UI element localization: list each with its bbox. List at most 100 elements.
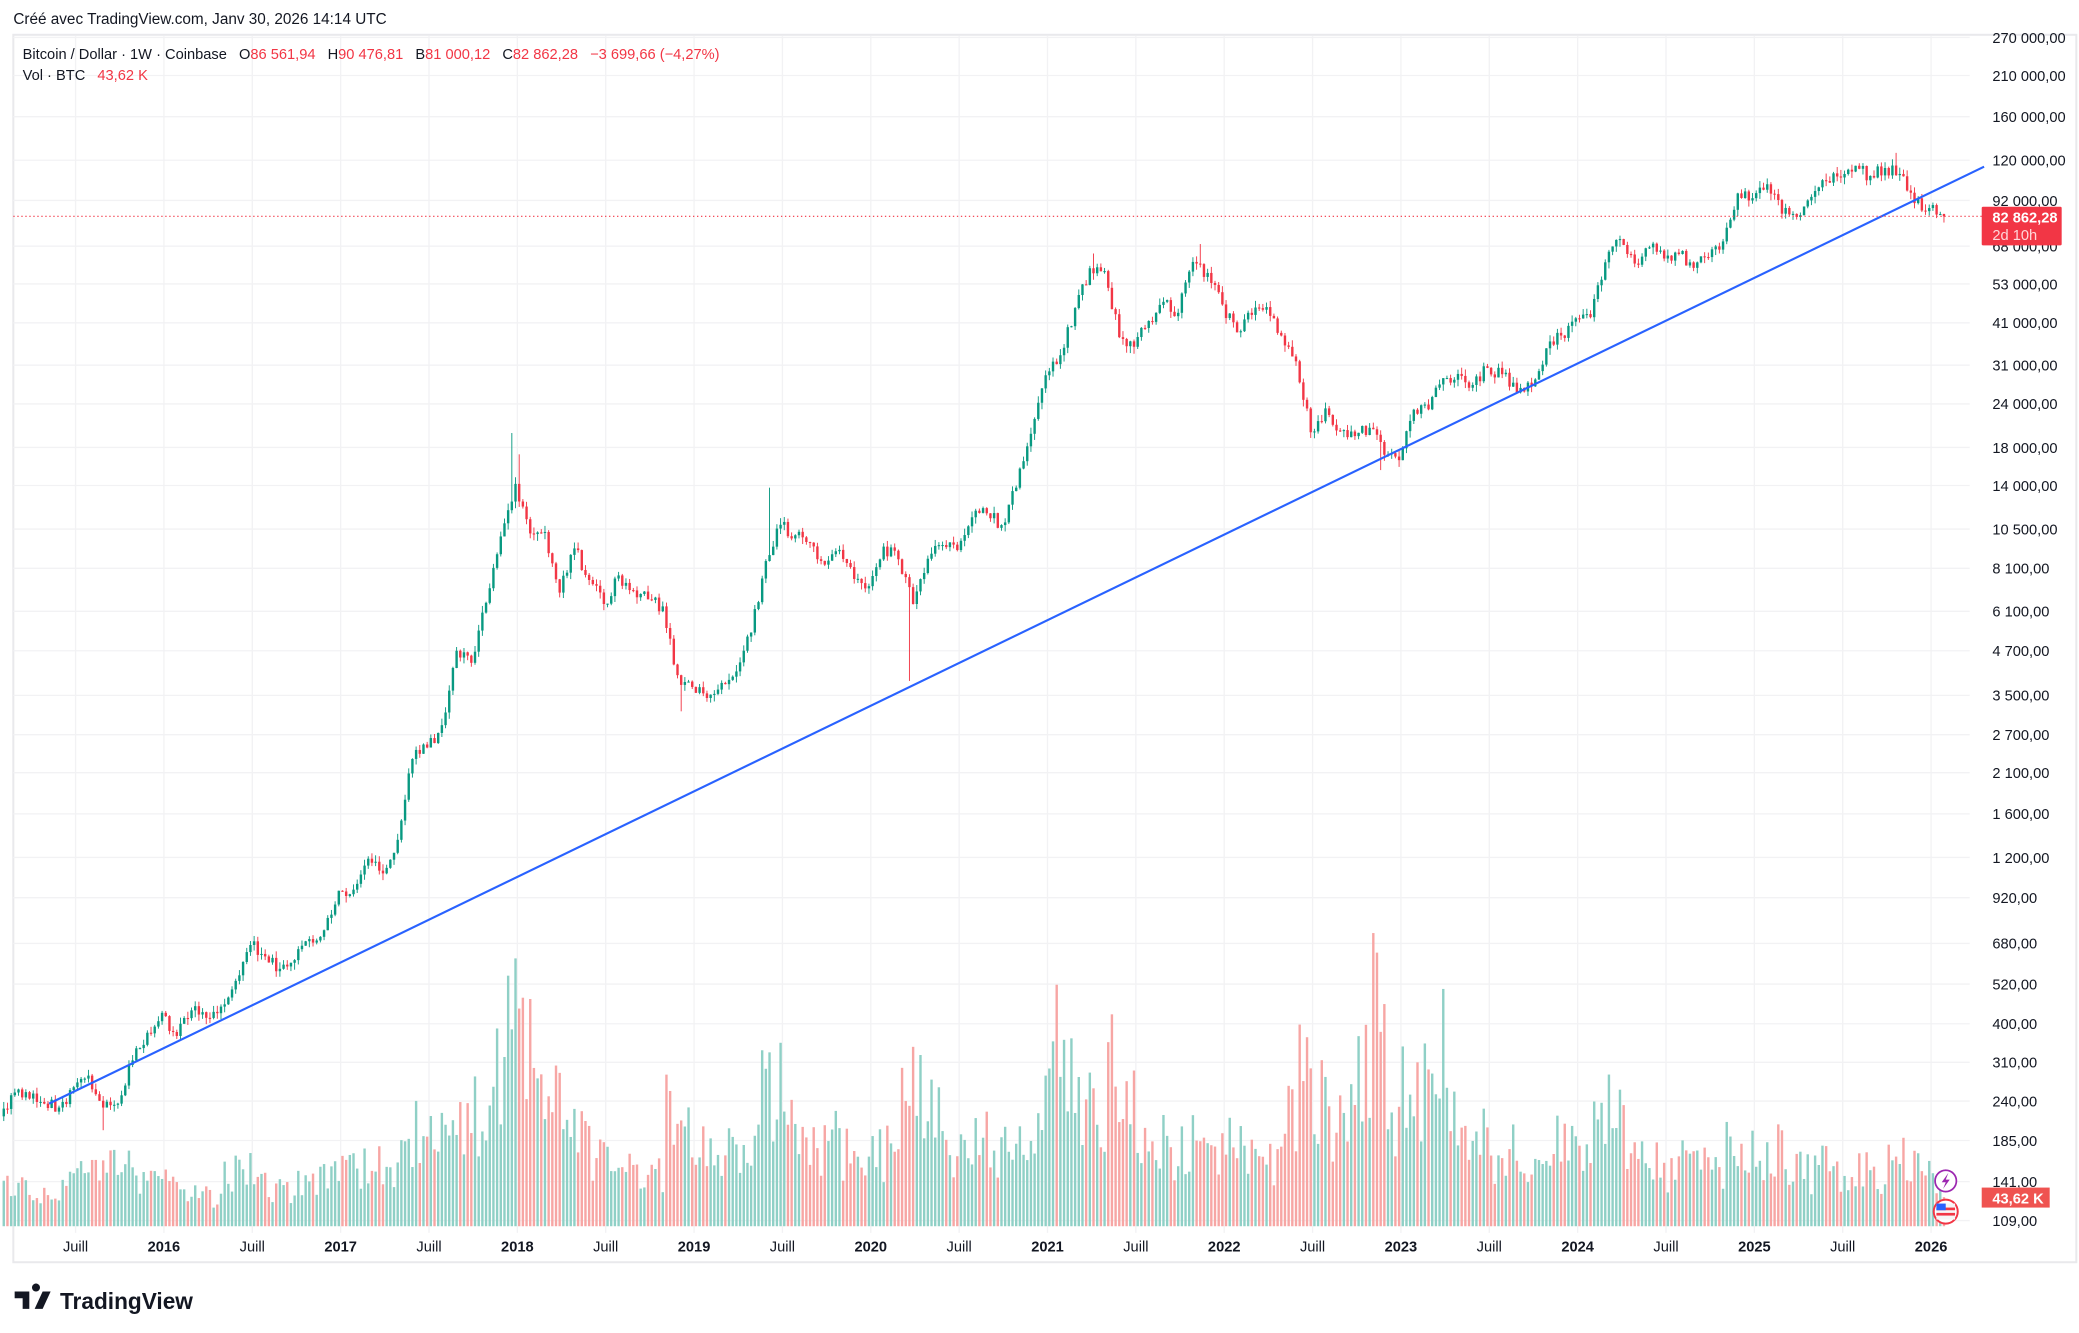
candle-body[interactable] [587,574,591,580]
candle-body[interactable] [1880,166,1883,176]
candle-body[interactable] [1361,426,1364,433]
candle-body[interactable] [683,682,687,685]
candle-body[interactable] [591,579,595,585]
candle-body[interactable] [46,1103,50,1108]
candle-body[interactable] [1806,200,1809,207]
candle-body[interactable] [1309,408,1312,433]
candle-body[interactable] [1766,184,1769,190]
candle-body[interactable] [978,510,981,513]
time-axis[interactable]: Juill 2016 Juill 2017 Juill 2018 Juill 2019 Juil… [63,1240,1947,1256]
candle-body[interactable] [639,594,642,598]
candle-body[interactable] [219,1006,223,1014]
candle-body[interactable] [1375,429,1379,435]
candle-body[interactable] [278,968,282,972]
candle-body[interactable] [153,1026,156,1034]
candle-body[interactable] [654,597,657,600]
candle-body[interactable] [1298,361,1301,383]
candle-body[interactable] [1493,374,1497,378]
candle-body[interactable] [595,584,598,586]
candle-body[interactable] [1073,308,1077,327]
candle-body[interactable] [1581,314,1585,319]
candle-body[interactable] [529,519,532,534]
candle-body[interactable] [897,550,900,560]
candle-body[interactable] [1180,293,1184,313]
candle-body[interactable] [1677,252,1681,254]
candle-body[interactable] [1044,375,1047,389]
candle-body[interactable] [124,1085,127,1096]
candle-body[interactable] [694,686,698,693]
candle-body[interactable] [783,521,786,525]
candle-body[interactable] [186,1018,190,1020]
candle-body[interactable] [1758,187,1762,194]
candle-body[interactable] [1176,312,1180,317]
candle-body[interactable] [473,651,477,663]
candle-body[interactable] [1497,367,1500,378]
candle-body[interactable] [1040,388,1044,403]
candle-body[interactable] [1107,271,1110,288]
candle-body[interactable] [1129,341,1132,347]
candle-body[interactable] [1228,313,1231,319]
candle-body[interactable] [1364,426,1368,435]
candle-body[interactable] [1777,194,1780,200]
candle-body[interactable] [1217,284,1220,293]
candle-body[interactable] [1913,192,1916,204]
lightning-icon[interactable] [1934,1169,1958,1193]
candle-body[interactable] [1916,198,1920,204]
candle-body[interactable] [245,952,248,962]
candle-body[interactable] [1835,173,1839,177]
candle-body[interactable] [341,890,344,892]
candle-body[interactable] [830,554,834,561]
candle-body[interactable] [459,650,462,658]
candle-body[interactable] [297,949,300,961]
candle-body[interactable] [72,1087,75,1091]
candle-body[interactable] [1618,239,1622,241]
candle-body[interactable] [1773,193,1776,195]
candle-body[interactable] [98,1094,101,1101]
candle-body[interactable] [414,749,418,759]
candle-body[interactable] [735,671,738,677]
candle-body[interactable] [621,575,624,586]
candle-body[interactable] [554,563,558,580]
candle-body[interactable] [889,547,893,557]
candle-body[interactable] [1151,320,1154,323]
candle-body[interactable] [1037,402,1040,419]
candle-body[interactable] [1707,256,1710,259]
candle-body[interactable] [1567,325,1570,338]
candle-body[interactable] [1419,405,1423,414]
candle-body[interactable] [1269,307,1272,316]
candle-body[interactable] [234,980,237,990]
candle-body[interactable] [1729,219,1732,228]
candle-body[interactable] [805,537,808,542]
candle-body[interactable] [1442,378,1445,385]
candle-body[interactable] [606,603,609,605]
candle-body[interactable] [230,989,234,998]
candle-body[interactable] [319,936,322,941]
candle-body[interactable] [510,501,514,511]
candle-body[interactable] [1626,244,1629,255]
candle-body[interactable] [1003,522,1007,526]
price-axis[interactable]: 270 000,00 210 000,00 160 000,00 120 000,00… [1992,31,2065,1230]
candle-body[interactable] [1662,250,1666,259]
candle-body[interactable] [17,1089,20,1093]
candle-body[interactable] [20,1089,24,1098]
candle-body[interactable] [352,889,355,895]
candle-body[interactable] [532,533,536,535]
candle-body[interactable] [356,883,359,890]
candle-body[interactable] [808,541,812,544]
candle-body[interactable] [1615,239,1618,247]
candle-body[interactable] [1762,187,1765,190]
candle-body[interactable] [1272,315,1276,319]
candle-body[interactable] [709,694,712,698]
candle-body[interactable] [919,579,922,592]
candle-body[interactable] [760,578,764,603]
candle-body[interactable] [263,953,267,957]
candle-body[interactable] [411,758,414,774]
candle-body[interactable] [1210,272,1213,283]
candle-body[interactable] [1350,431,1353,438]
candle-body[interactable] [400,820,403,840]
candle-body[interactable] [705,693,709,698]
candle-body[interactable] [1051,361,1055,372]
candle-body[interactable] [407,773,410,800]
candle-body[interactable] [87,1075,90,1079]
candle-body[interactable] [249,944,252,953]
